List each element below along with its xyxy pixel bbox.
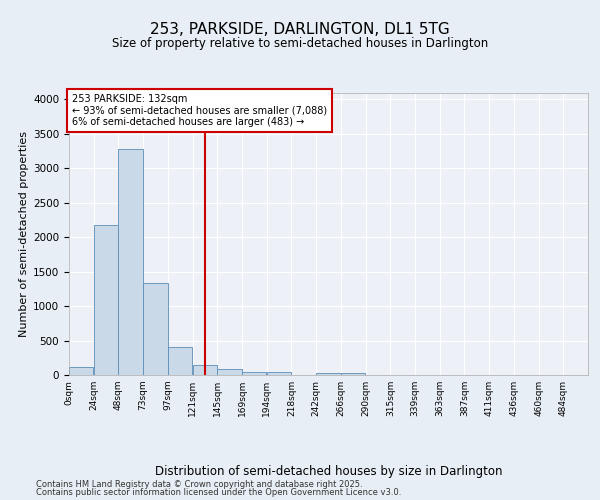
Bar bbox=[193, 364, 217, 375]
Bar bbox=[217, 369, 242, 375]
Text: 253 PARKSIDE: 132sqm
← 93% of semi-detached houses are smaller (7,088)
6% of sem: 253 PARKSIDE: 132sqm ← 93% of semi-detac… bbox=[71, 94, 327, 127]
Bar bbox=[143, 282, 167, 375]
Bar bbox=[267, 372, 291, 375]
Bar bbox=[69, 368, 94, 375]
Y-axis label: Number of semi-detached properties: Number of semi-detached properties bbox=[19, 130, 29, 337]
Text: 253, PARKSIDE, DARLINGTON, DL1 5TG: 253, PARKSIDE, DARLINGTON, DL1 5TG bbox=[150, 22, 450, 38]
Text: Contains HM Land Registry data © Crown copyright and database right 2025.: Contains HM Land Registry data © Crown c… bbox=[36, 480, 362, 489]
Bar bbox=[316, 374, 341, 375]
Text: Contains public sector information licensed under the Open Government Licence v3: Contains public sector information licen… bbox=[36, 488, 401, 497]
Text: Distribution of semi-detached houses by size in Darlington: Distribution of semi-detached houses by … bbox=[155, 464, 503, 477]
Bar bbox=[242, 372, 266, 375]
Bar bbox=[94, 225, 118, 375]
Bar bbox=[168, 348, 193, 375]
Bar bbox=[118, 149, 143, 375]
Bar bbox=[341, 374, 365, 375]
Text: Size of property relative to semi-detached houses in Darlington: Size of property relative to semi-detach… bbox=[112, 38, 488, 51]
